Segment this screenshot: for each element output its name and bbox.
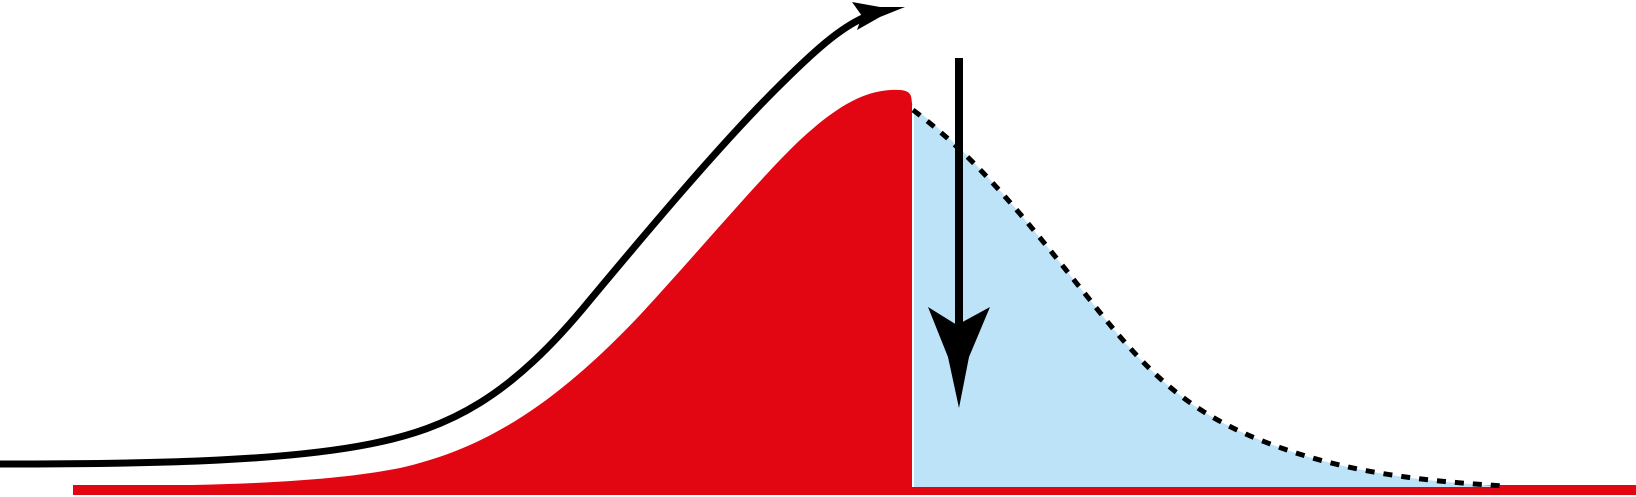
baseline (73, 485, 1636, 495)
dotted-tail-curve (911, 107, 1506, 489)
downward-arrowhead-icon (928, 307, 990, 408)
rising-curve-arrow-shaft (0, 13, 867, 468)
red-filled-region (73, 89, 913, 488)
light-blue-tail-region (913, 107, 1500, 487)
rising-curve-arrowhead-icon (852, 2, 905, 30)
downward-arrow-shaft (955, 58, 963, 333)
